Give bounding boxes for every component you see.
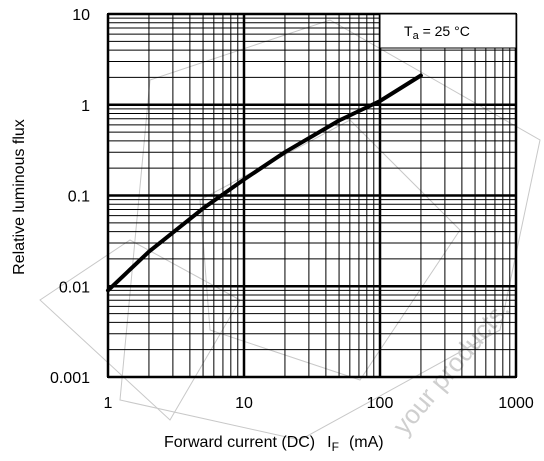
annotation-symbol-sub: a bbox=[413, 30, 420, 42]
svg-text:your products.: your products. bbox=[387, 295, 516, 440]
y-tick-label: 0.001 bbox=[50, 370, 90, 387]
x-tick-label: 1 bbox=[104, 395, 113, 412]
x-tick-labels: 1 10 100 1000 bbox=[104, 395, 534, 412]
x-axis-label-unit: (mA) bbox=[349, 434, 384, 451]
x-axis-label-text: Forward current (DC) bbox=[164, 434, 315, 451]
y-axis-label: Relative luminous flux bbox=[11, 119, 28, 275]
x-tick-label: 1000 bbox=[498, 395, 534, 412]
annotation-text: = 25 °C bbox=[419, 23, 470, 39]
x-axis-label-symbol-sub: F bbox=[332, 440, 339, 454]
y-tick-label: 0.1 bbox=[68, 189, 90, 206]
y-tick-label: 1 bbox=[81, 98, 90, 115]
plot-frame bbox=[107, 13, 517, 378]
annotation-symbol: T bbox=[404, 23, 413, 39]
x-axis-label: Forward current (DC) IF (mA) bbox=[164, 434, 384, 454]
y-tick-label: 10 bbox=[72, 7, 90, 24]
annotation-box bbox=[379, 13, 517, 49]
x-tick-label: 100 bbox=[367, 395, 394, 412]
y-tick-labels: 0.001 0.01 0.1 1 10 bbox=[50, 7, 90, 387]
x-axis-label-symbol: I bbox=[327, 434, 331, 451]
y-tick-label: 0.01 bbox=[59, 279, 90, 296]
svg-text:Ta = 25 °C: Ta = 25 °C bbox=[404, 23, 470, 42]
temperature-annotation: Ta = 25 °C bbox=[379, 13, 517, 49]
series-line bbox=[106, 73, 423, 293]
x-tick-label: 10 bbox=[235, 395, 253, 412]
